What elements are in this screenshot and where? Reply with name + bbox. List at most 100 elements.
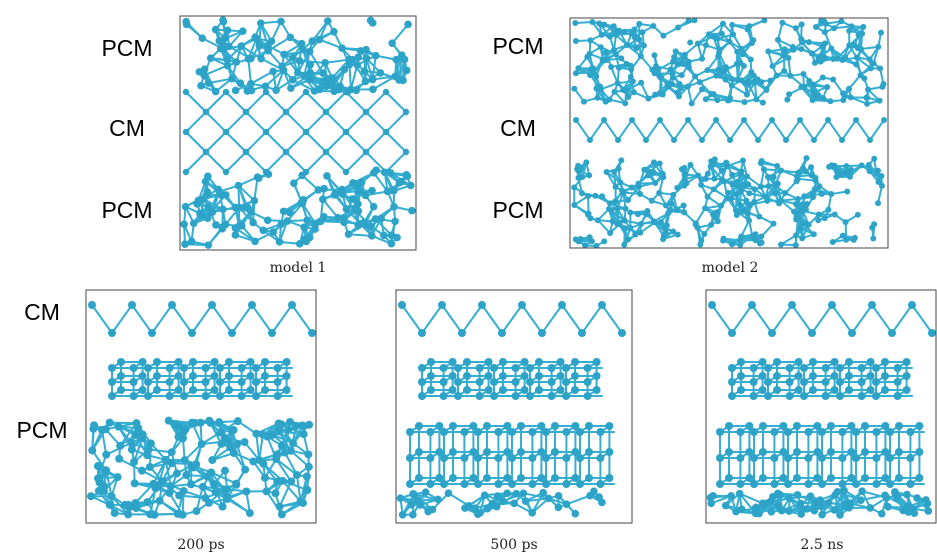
atom <box>730 32 736 38</box>
atom <box>238 392 246 400</box>
atom <box>144 364 152 372</box>
bond <box>702 120 716 140</box>
atom <box>189 386 197 394</box>
atom <box>427 372 435 380</box>
atom <box>256 42 264 50</box>
atom <box>793 232 799 238</box>
atom <box>821 54 827 60</box>
atom <box>263 487 271 495</box>
atom <box>652 180 658 186</box>
bond <box>660 120 674 140</box>
bond <box>814 120 828 140</box>
atom <box>408 207 416 215</box>
atom <box>657 117 663 123</box>
atom <box>872 454 880 462</box>
atom <box>738 234 744 240</box>
atom <box>881 81 887 87</box>
atom <box>196 68 204 76</box>
structure <box>571 17 887 249</box>
structure <box>397 301 626 519</box>
bond <box>192 305 212 333</box>
region-label: PCM <box>16 417 67 443</box>
atom <box>579 190 585 196</box>
atom <box>349 195 357 203</box>
atom <box>571 372 579 380</box>
bond <box>590 120 604 140</box>
atom <box>383 129 389 135</box>
atom <box>233 58 241 66</box>
atom <box>857 496 865 504</box>
atom <box>343 205 351 213</box>
atom <box>147 439 155 447</box>
atom <box>596 480 604 488</box>
atom <box>391 73 399 81</box>
atom <box>799 21 805 27</box>
atom <box>232 480 240 488</box>
atom <box>739 168 745 174</box>
atom <box>498 329 506 337</box>
atom <box>264 216 272 224</box>
atom <box>716 454 724 462</box>
atom <box>528 454 536 462</box>
atom <box>859 31 865 37</box>
atom <box>357 47 365 55</box>
atom <box>252 430 260 438</box>
atom <box>390 203 398 211</box>
bond <box>772 305 792 333</box>
atom <box>764 364 772 372</box>
atom <box>872 378 880 386</box>
bond <box>246 132 266 152</box>
bond <box>872 305 892 333</box>
atom <box>764 392 772 400</box>
atom <box>188 419 196 427</box>
atom <box>343 129 349 135</box>
atom <box>800 392 808 400</box>
atom <box>877 98 883 104</box>
atom <box>476 378 484 386</box>
atom <box>426 454 434 462</box>
atom <box>670 192 676 198</box>
atom <box>681 203 687 209</box>
atom <box>296 57 304 65</box>
atom <box>727 39 733 45</box>
atom <box>794 491 802 499</box>
atom <box>224 437 232 445</box>
atom <box>235 182 243 190</box>
atom <box>593 372 601 380</box>
atom <box>763 194 769 200</box>
atom <box>635 211 641 217</box>
atom <box>231 204 239 212</box>
atom <box>799 235 805 241</box>
atom <box>812 186 818 192</box>
atom <box>390 187 398 195</box>
bond <box>306 112 326 132</box>
bond <box>800 120 814 140</box>
atom <box>576 454 584 462</box>
atom <box>585 422 593 430</box>
atom <box>551 448 559 456</box>
bond <box>172 305 192 333</box>
atom <box>859 162 865 168</box>
atom <box>197 419 205 427</box>
atom <box>593 358 601 366</box>
atom <box>474 454 482 462</box>
bond <box>730 120 744 140</box>
atom <box>734 61 740 67</box>
atom <box>279 477 287 485</box>
atom <box>830 239 836 245</box>
atom <box>587 51 593 57</box>
atom <box>746 24 752 30</box>
atom <box>585 212 591 218</box>
bond <box>226 92 246 112</box>
atom <box>733 191 739 197</box>
atom <box>449 358 457 366</box>
atom <box>795 386 803 394</box>
atom <box>782 190 788 196</box>
atom <box>208 456 216 464</box>
atom <box>669 81 675 87</box>
atom <box>88 301 96 309</box>
atom <box>440 480 448 488</box>
bond <box>828 120 842 140</box>
atom <box>839 57 845 63</box>
atom <box>585 448 593 456</box>
